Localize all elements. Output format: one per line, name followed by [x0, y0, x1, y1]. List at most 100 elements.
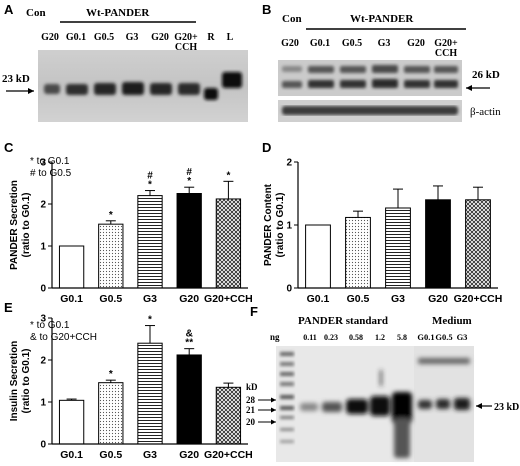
- x-tick-label: G20: [179, 293, 199, 305]
- panel-f-marker-label: 23 kD: [494, 402, 519, 413]
- panel-f-kd-label: kD: [246, 382, 258, 392]
- panel-a-lane-label: G3: [126, 32, 139, 43]
- panel-f-ladder: [280, 352, 294, 443]
- panel-f-standard-title: PANDER standard: [298, 315, 388, 327]
- panel-b-marker-arrow: [466, 85, 490, 91]
- x-tick-label: G0.1: [307, 293, 330, 305]
- bar-g0-5: [98, 223, 124, 289]
- panel-f-standard-lane-labels: 0.11 0.23 0.58 1.2 5.8: [303, 333, 407, 342]
- y-axis-label: Insulin Secretion(ratio to G0.1): [9, 341, 32, 422]
- y-tick-label: 1: [286, 221, 292, 232]
- x-tick-label: G0.5: [99, 293, 122, 305]
- panel-f-standard-bands: [300, 370, 412, 458]
- bar-g20: [425, 199, 451, 289]
- panel-f-standard-lane-label: 0.23: [324, 333, 338, 342]
- panel-f-medium-lane-label: G3: [457, 332, 468, 342]
- panel-f-medium-lane-label: G0.1: [417, 332, 434, 342]
- panel-a-lane-label: G20: [41, 32, 59, 43]
- panel-a-lane-label: G0.1: [66, 32, 86, 43]
- panel-b-lane-label: G3: [378, 38, 391, 49]
- x-tick-label: G20: [428, 293, 448, 305]
- x-tick-label: G3: [143, 293, 157, 305]
- x-tick-label: G0.1: [60, 293, 83, 305]
- panel-b: B Con Wt-PANDER G20 G0.1 G0.5 G3 G20 G20+ CCH …: [262, 2, 501, 122]
- y-axis-label: PANDER Content(ratio to G0.1): [263, 183, 286, 266]
- panel-f-standard-lane-label: 5.8: [397, 333, 407, 342]
- y-tick-label: 3: [40, 314, 46, 325]
- panel-letter-c: C: [4, 140, 14, 155]
- x-tick-label: G20+CCH: [454, 293, 503, 305]
- panel-f-ng-label: ng: [270, 332, 280, 342]
- panel-a-con-label: Con: [26, 7, 46, 19]
- panel-c: C 0 1 2 3 PANDER Secretion(ratio to G0.1) G0.1…: [4, 140, 253, 305]
- panel-b-con-label: Con: [282, 13, 302, 25]
- x-tick-label: G3: [143, 449, 157, 461]
- significance-marker: # *: [186, 167, 192, 187]
- panel-f: F PANDER standard Medium ng 0.11 0.23 0.58…: [246, 304, 519, 462]
- significance-marker: *: [109, 369, 113, 380]
- panel-a: A Con Wt-PANDER G20 G0.1 G0.5 G3 G20 G20+ CCH R…: [2, 2, 248, 122]
- bar-g0-5: [345, 216, 371, 289]
- x-tick-label: G0.1: [60, 449, 83, 461]
- bar-g0-5: [98, 382, 124, 445]
- x-tick-label: G0.5: [347, 293, 370, 305]
- panel-a-bands: [44, 72, 242, 100]
- panel-a-marker-arrow: [6, 88, 34, 94]
- y-tick-label: 2: [40, 356, 46, 367]
- x-tick-label: G20: [179, 449, 199, 461]
- x-tick-label: G20+CCH: [204, 293, 253, 305]
- y-tick-label: 3: [40, 158, 46, 169]
- x-tick-label: G3: [391, 293, 405, 305]
- y-tick-label: 2: [286, 158, 292, 169]
- y-tick-label: 2: [40, 200, 46, 211]
- y-tick-label: 1: [40, 398, 46, 409]
- significance-marker: # *: [147, 171, 153, 191]
- panel-b-bands: [282, 65, 458, 88]
- y-tick-label: 1: [40, 242, 46, 253]
- panel-f-ladder-21: 21: [246, 405, 256, 415]
- panel-f-standard-lane-label: 0.11: [303, 333, 317, 342]
- bar-g0-1: [58, 399, 85, 445]
- panel-f-standard-lane-label: 0.58: [349, 333, 363, 342]
- x-tick-label: G0.5: [99, 449, 122, 461]
- bar-g20-cch: [465, 199, 491, 289]
- panel-a-lane-label: L: [227, 32, 234, 43]
- panel-a-group-label: Wt-PANDER: [86, 7, 150, 19]
- panel-letter-f: F: [250, 304, 258, 319]
- bar-g3: [385, 207, 411, 289]
- panel-f-medium-lane-label: G0.5: [435, 332, 452, 342]
- panel-f-ladder-28: 28: [246, 395, 256, 405]
- significance-marker: & **: [185, 329, 193, 349]
- bar-g20: [176, 354, 202, 445]
- panel-f-medium-lane-labels: G0.1 G0.5 G3: [417, 332, 467, 342]
- panel-a-marker-label: 23 kD: [2, 73, 30, 85]
- significance-marker: *: [148, 315, 152, 326]
- panel-b-lane-label: G0.5: [342, 38, 362, 49]
- bar-g0-1: [58, 245, 85, 289]
- panel-letter-e: E: [4, 300, 13, 315]
- bar-g0-1: [305, 224, 331, 289]
- panel-f-standard-lane-label: 1.2: [375, 333, 385, 342]
- panel-b-lane-label: G0.1: [310, 38, 330, 49]
- panel-f-medium-title: Medium: [432, 315, 472, 327]
- panel-a-lane-label: G0.5: [94, 32, 114, 43]
- y-tick-label: 0: [40, 284, 46, 295]
- panel-b-lane-labels: G20 G0.1 G0.5 G3 G20 G20+ CCH: [281, 38, 458, 59]
- panel-a-lane-labels: G20 G0.1 G0.5 G3 G20 G20+ CCH R L: [41, 32, 234, 53]
- x-tick-label: G20+CCH: [204, 449, 253, 461]
- panel-letter-b: B: [262, 2, 271, 17]
- legend-entry: * to G0.1: [30, 156, 70, 167]
- y-tick-label: 0: [286, 284, 292, 295]
- panel-f-medium-bands: [418, 358, 470, 410]
- significance-marker: *: [109, 210, 113, 221]
- panel-b-blot: [278, 60, 462, 96]
- panel-a-lane-label: G20: [151, 32, 169, 43]
- panel-b-lane-label: G20+ CCH: [434, 38, 458, 59]
- y-tick-label: 0: [40, 440, 46, 451]
- panel-b-group-label: Wt-PANDER: [350, 13, 414, 25]
- panel-b-lane-label: G20: [281, 38, 299, 49]
- legend-entry: # to G0.5: [30, 168, 72, 179]
- bar-g20-cch: [215, 386, 242, 445]
- panel-e: E 0 1 2 3 Insulin Secretion(ratio to G0.1) G0.…: [4, 300, 253, 461]
